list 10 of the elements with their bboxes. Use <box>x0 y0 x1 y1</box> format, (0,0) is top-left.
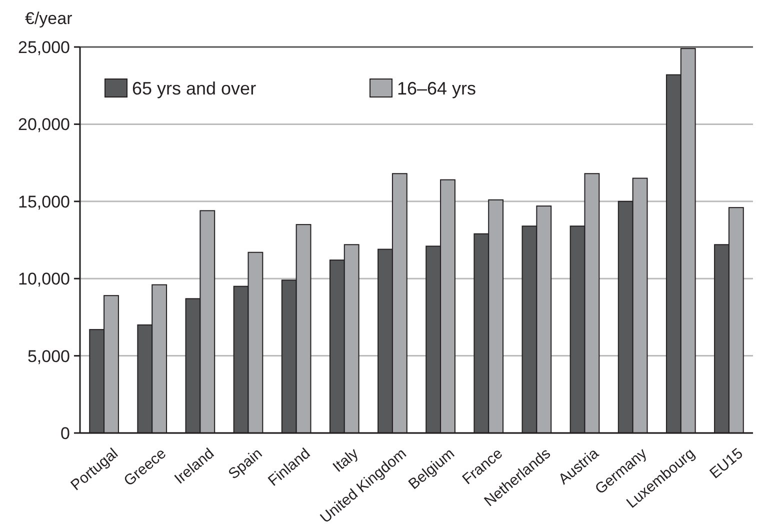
legend-label: 65 yrs and over <box>132 78 256 98</box>
y-tick-label: 25,000 <box>18 38 70 57</box>
y-tick-label: 20,000 <box>18 115 70 134</box>
y-tick-label: 0 <box>60 424 70 443</box>
y-tick-label: 5,000 <box>27 346 70 366</box>
legend-label: 16–64 yrs <box>397 78 476 98</box>
y-tick-label: 10,000 <box>18 270 70 289</box>
x-tick-label: Italy <box>330 444 362 476</box>
y-tick-label: 15,000 <box>18 192 70 212</box>
y-axis-title: €/year <box>25 9 73 28</box>
